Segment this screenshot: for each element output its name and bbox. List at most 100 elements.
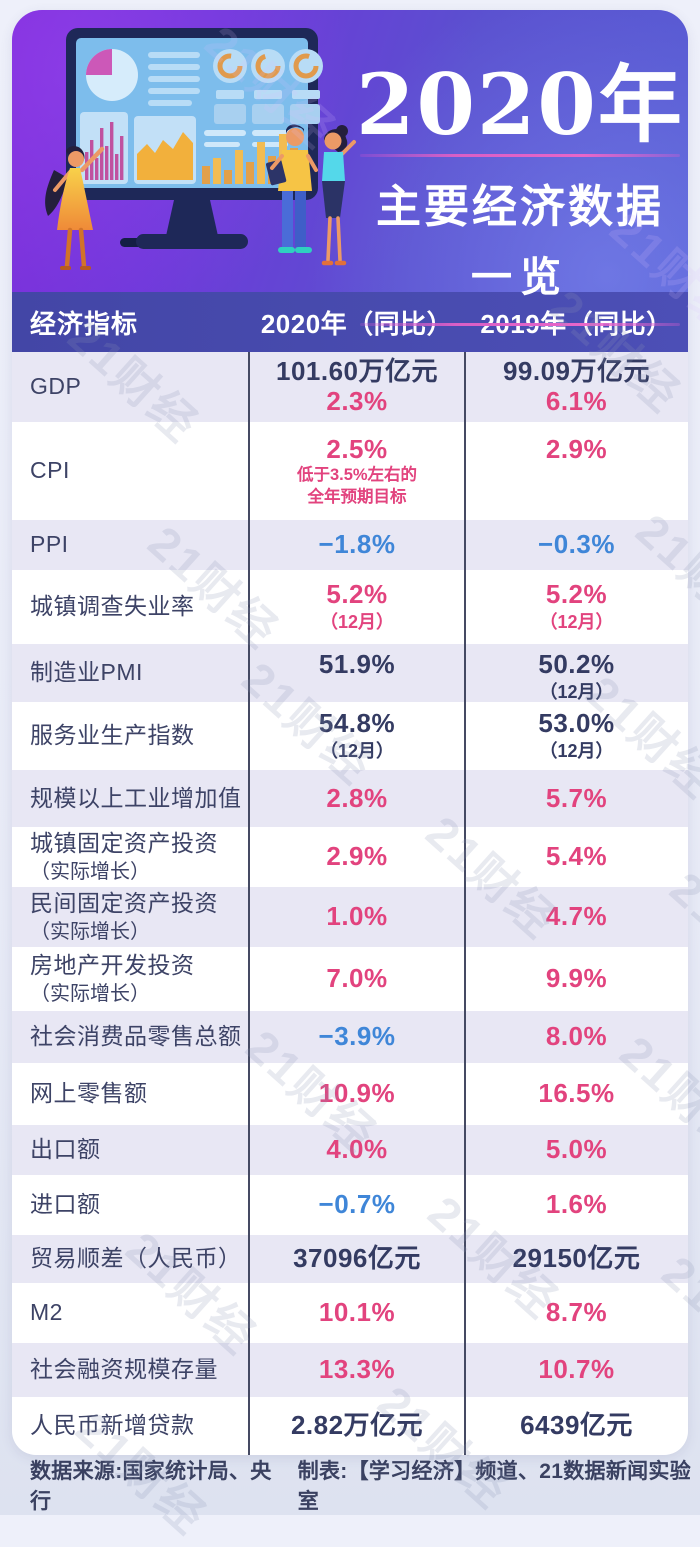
hero-year-title: 2020年 <box>356 55 684 154</box>
value-2020: 54.8% <box>318 707 396 738</box>
area-chart-icon <box>137 132 193 180</box>
value-2019-pct: 6.1% <box>545 386 608 416</box>
value-2019: 5.4% <box>545 841 608 872</box>
value-2020-month: （12月） <box>319 611 395 632</box>
value-2019: 4.7% <box>545 901 608 932</box>
value-2020: 37096亿元 <box>293 1243 421 1274</box>
value-2019: 53.0% <box>538 707 615 738</box>
man-clipboard-figure <box>266 124 318 253</box>
value-2020: 5.2% <box>326 578 388 609</box>
infographic-page: 2020年 主要经济数据 一览 经济指标 2020年（同比） 2019年（同比）… <box>0 10 700 1544</box>
row-label: GDP <box>30 373 82 400</box>
hero-banner: 2020年 主要经济数据 一览 <box>12 10 688 326</box>
col-header-indicator: 经济指标 <box>30 308 139 339</box>
table-row-unemployment: 城镇调查失业率 5.2% （12月） 5.2% （12月） <box>12 570 688 644</box>
title-divider-bottom <box>360 323 680 326</box>
row-label: 城镇调查失业率 <box>30 593 195 620</box>
table-row-pmi: 制造业PMI 51.9% 50.2% （12月） <box>12 644 688 702</box>
row-label: 网上零售额 <box>30 1080 148 1107</box>
hero-subtitle: 主要经济数据 <box>375 181 664 232</box>
row-label: 社会融资规模存量 <box>30 1356 218 1383</box>
value-2019: 50.2% <box>538 649 615 679</box>
row-label: 城镇固定资产投资 <box>30 830 218 857</box>
woman-skirt-figure <box>321 125 356 266</box>
table-row-imports: 进口额 −0.7% 1.6% <box>12 1175 688 1235</box>
value-2019: 1.6% <box>545 1189 608 1220</box>
row-label-sub: （实际增长） <box>30 860 150 883</box>
value-2020: −1.8% <box>318 529 396 560</box>
row-label: 社会消费品零售总额 <box>30 1023 242 1050</box>
row-label-sub: （实际增长） <box>30 982 150 1005</box>
text-lines-icon <box>148 52 200 106</box>
table-row-gdp: GDP 101.60万亿元 2.3% 99.09万亿元 6.1% <box>12 352 688 422</box>
value-2019: 8.7% <box>545 1297 608 1328</box>
value-2020: 2.9% <box>326 841 388 872</box>
row-label: PPI <box>30 531 69 558</box>
value-2020: 4.0% <box>326 1134 388 1165</box>
table-row-private-fai: 民间固定资产投资 （实际增长） 1.0% 4.7% <box>12 887 688 947</box>
value-2020-note: 低于3.5%左右的 <box>296 465 418 484</box>
donut-gauges-icon <box>213 49 323 83</box>
value-2020: 2.5% <box>326 434 388 464</box>
row-label: 人民币新增贷款 <box>30 1412 195 1439</box>
row-label: 房地产开发投资 <box>30 952 195 979</box>
woman-pointing-figure <box>45 146 105 270</box>
table-row-cpi: CPI 2.5% 低于3.5%左右的 全年预期目标 2.9% <box>12 422 688 520</box>
column-divider-1 <box>248 352 250 1455</box>
table-row-social-financing: 社会融资规模存量 13.3% 10.7% <box>12 1343 688 1397</box>
value-2019: 2.9% <box>545 434 608 464</box>
value-2019: −0.3% <box>538 529 615 560</box>
value-2020: 7.0% <box>326 963 388 994</box>
value-2019: 6439亿元 <box>520 1410 633 1441</box>
value-2019: 5.2% <box>545 578 608 609</box>
value-2020: 13.3% <box>318 1354 396 1385</box>
value-2019: 16.5% <box>538 1078 615 1109</box>
stat-cards-icon <box>216 90 320 99</box>
value-2019-month: （12月） <box>539 611 614 632</box>
value-2020: 2.82万亿元 <box>290 1410 424 1441</box>
table-row-services-index: 服务业生产指数 54.8% （12月） 53.0% （12月） <box>12 702 688 770</box>
hero-title-block: 2020年 主要经济数据 一览 <box>352 58 688 326</box>
value-2019: 5.0% <box>545 1134 608 1165</box>
table-body: GDP 101.60万亿元 2.3% 99.09万亿元 6.1% CPI 2.5… <box>12 352 688 1455</box>
row-label-sub: （实际增长） <box>30 920 150 943</box>
footer: 数据来源:国家统计局、央行 制表:【学习经济】频道、21数据新闻实验室 <box>0 1455 700 1515</box>
table-row-trade-surplus: 贸易顺差（人民币） 37096亿元 29150亿元 <box>12 1235 688 1283</box>
row-label: 出口额 <box>30 1136 101 1163</box>
row-label: 制造业PMI <box>30 659 143 686</box>
row-label: M2 <box>30 1299 63 1326</box>
table-row-exports: 出口额 4.0% 5.0% <box>12 1125 688 1175</box>
value-2020: 1.0% <box>326 901 388 932</box>
table-row-industrial-output: 规模以上工业增加值 2.8% 5.7% <box>12 770 688 827</box>
value-2019: 5.7% <box>545 782 608 813</box>
value-2020: −3.9% <box>318 1021 396 1052</box>
column-divider-2 <box>464 352 466 1455</box>
value-2020: −0.7% <box>318 1189 396 1220</box>
value-2020-month: （12月） <box>319 740 395 761</box>
table-row-ppi: PPI −1.8% −0.3% <box>12 520 688 570</box>
table-row-m2: M2 10.1% 8.7% <box>12 1283 688 1343</box>
footer-credits: 制表:【学习经济】频道、21数据新闻实验室 <box>297 1460 692 1513</box>
value-2019: 8.0% <box>545 1021 608 1052</box>
footer-data-source: 数据来源:国家统计局、央行 <box>30 1460 272 1513</box>
dashboard-illustration <box>45 28 356 270</box>
monitor-stand <box>166 200 218 236</box>
title-divider-top <box>360 154 680 157</box>
value-2020-note-2: 全年预期目标 <box>307 487 407 506</box>
row-label: 进口额 <box>30 1191 101 1218</box>
row-label: 服务业生产指数 <box>30 722 195 749</box>
row-label: 规模以上工业增加值 <box>30 784 242 811</box>
value-2020: 101.60万亿元 <box>275 356 439 387</box>
table-row-retail-sales: 社会消费品零售总额 −3.9% 8.0% <box>12 1011 688 1063</box>
table-header: 经济指标 2020年（同比） 2019年（同比） <box>12 292 688 352</box>
value-2019: 10.7% <box>538 1354 615 1385</box>
table-row-real-estate: 房地产开发投资 （实际增长） 7.0% 9.9% <box>12 947 688 1011</box>
value-2019: 99.09万亿元 <box>502 356 651 387</box>
value-2020: 51.9% <box>318 649 396 679</box>
value-2019-month: （12月） <box>539 740 614 761</box>
row-label: 民间固定资产投资 <box>30 890 218 917</box>
row-label: 贸易顺差（人民币） <box>30 1245 242 1272</box>
hero-subtitle-2: 一览 <box>471 254 569 300</box>
infographic-card: 2020年 主要经济数据 一览 经济指标 2020年（同比） 2019年（同比）… <box>12 10 688 1455</box>
value-2020-pct: 2.3% <box>326 386 388 416</box>
